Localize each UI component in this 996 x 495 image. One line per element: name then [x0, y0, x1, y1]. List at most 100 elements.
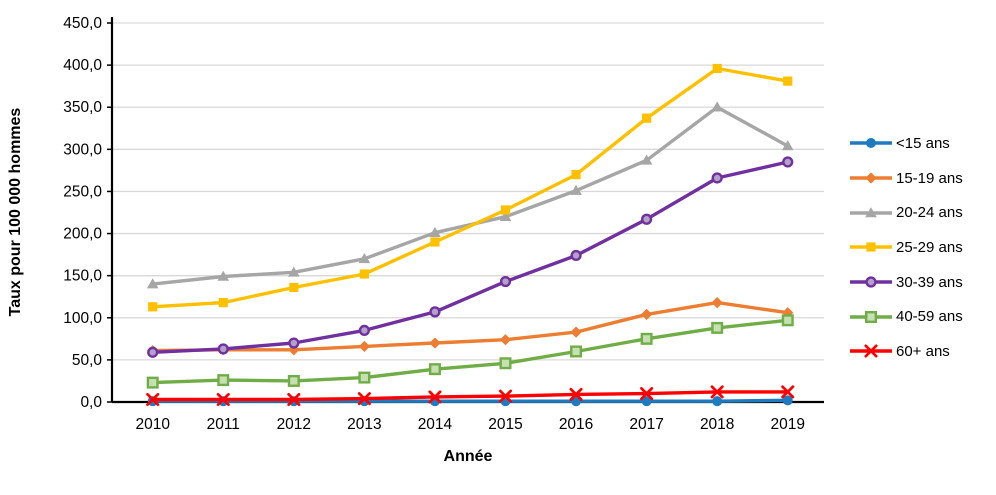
data-point — [359, 269, 369, 279]
legend-item-15-19-ans: 15-19 ans — [849, 161, 996, 196]
data-point — [711, 101, 723, 112]
series-60+-ans — [146, 385, 795, 407]
legend-label: 30-39 ans — [896, 273, 963, 291]
data-point — [710, 385, 724, 399]
data-point — [781, 385, 795, 399]
data-point — [640, 154, 653, 165]
data-point — [147, 346, 159, 358]
data-point — [429, 337, 441, 349]
data-point — [218, 298, 228, 308]
y-tick-label: 150,0 — [63, 268, 102, 285]
data-point — [428, 363, 441, 376]
series-40-59-ans — [146, 314, 794, 389]
series-line — [150, 66, 790, 309]
data-point — [358, 253, 371, 264]
legend-label: 40-59 ans — [896, 308, 963, 326]
data-point — [781, 314, 794, 327]
x-tick-label: 2017 — [629, 416, 663, 433]
data-point — [216, 392, 230, 407]
data-point — [642, 113, 652, 123]
data-point — [287, 392, 301, 407]
x-tick-labels: 2010 2011 2012 2013 2014 2015 2016 2017 2018 2019 — [135, 416, 805, 433]
series-line — [150, 318, 790, 385]
data-point — [358, 324, 370, 337]
data-point — [217, 270, 230, 281]
square-open-marker-icon — [850, 310, 892, 323]
x-tick-label: 2018 — [700, 416, 734, 433]
data-point — [498, 389, 513, 403]
square-marker-icon — [850, 242, 892, 253]
data-point — [570, 249, 582, 262]
y-tick-label: 100,0 — [63, 310, 102, 327]
x-tick-label: 2016 — [559, 416, 593, 433]
data-point — [146, 376, 159, 389]
y-tick-label: 300,0 — [63, 141, 102, 158]
data-point — [571, 170, 581, 180]
data-point — [782, 156, 794, 168]
data-point — [569, 387, 583, 401]
series-25-29-ans — [148, 63, 793, 312]
series-line — [150, 300, 790, 353]
x-axis-title: Année — [443, 448, 493, 465]
data-point — [641, 396, 652, 407]
legend: <15 ans 15-19 ans 20-24 ans 25-29 ans 30-39 … — [849, 126, 996, 369]
data-point — [640, 332, 653, 345]
data-point — [711, 297, 723, 309]
y-tick-label: 400,0 — [63, 57, 102, 74]
legend-label: 25-29 ans — [896, 238, 963, 256]
data-point — [712, 63, 722, 74]
y-tick-label: 200,0 — [63, 226, 102, 243]
data-point — [287, 374, 300, 387]
triangle-marker-icon — [850, 206, 892, 218]
series-line — [150, 398, 790, 403]
series-line — [150, 390, 790, 402]
x-tick-label: 2011 — [207, 416, 240, 433]
data-point — [358, 371, 371, 384]
diamond-marker-icon — [850, 172, 892, 184]
legend-item-20-24-ans: 20-24 ans — [849, 195, 996, 230]
x-tick-label: 2013 — [347, 416, 381, 433]
data-point — [499, 334, 512, 346]
data-point — [499, 275, 512, 288]
data-point — [358, 340, 370, 353]
x-tick-label: 2015 — [488, 416, 522, 433]
data-point — [217, 374, 230, 387]
data-point — [289, 282, 299, 293]
data-point — [357, 392, 371, 406]
y-tick-label: 350,0 — [63, 99, 102, 116]
legend-item-<15-ans: <15 ans — [849, 126, 996, 161]
data-point — [148, 302, 158, 312]
y-tick-label: 450,0 — [63, 15, 102, 32]
x-tick-label: 2019 — [770, 416, 804, 433]
series-line — [150, 105, 790, 286]
series-line — [150, 160, 790, 354]
data-point — [782, 395, 793, 406]
circle-open-marker-icon — [850, 276, 892, 288]
legend-item-30-39-ans: 30-39 ans — [849, 265, 996, 300]
data-point — [429, 306, 441, 318]
y-tick-label: 250,0 — [63, 183, 102, 200]
data-point — [428, 390, 442, 404]
data-point — [711, 172, 723, 184]
legend-label: 60+ ans — [896, 342, 950, 360]
data-point — [217, 343, 229, 355]
data-point — [430, 237, 440, 247]
circle-marker-icon — [850, 138, 892, 149]
legend-item-40-59-ans: 40-59 ans — [849, 299, 996, 334]
data-point — [781, 140, 794, 151]
legend-item-60+-ans: 60+ ans — [849, 334, 996, 369]
data-point — [783, 76, 793, 86]
legend-label: <15 ans — [896, 134, 950, 152]
data-point — [288, 337, 300, 349]
data-point — [570, 326, 582, 338]
legend-label: 15-19 ans — [896, 169, 963, 187]
legend-item-25-29-ans: 25-29 ans — [849, 230, 996, 265]
data-point — [146, 278, 159, 289]
x-marker-icon — [850, 344, 892, 359]
legend-label: 20-24 ans — [896, 204, 963, 222]
x-tick-label: 2010 — [135, 416, 170, 433]
data-point — [146, 392, 160, 407]
data-point — [640, 387, 654, 401]
